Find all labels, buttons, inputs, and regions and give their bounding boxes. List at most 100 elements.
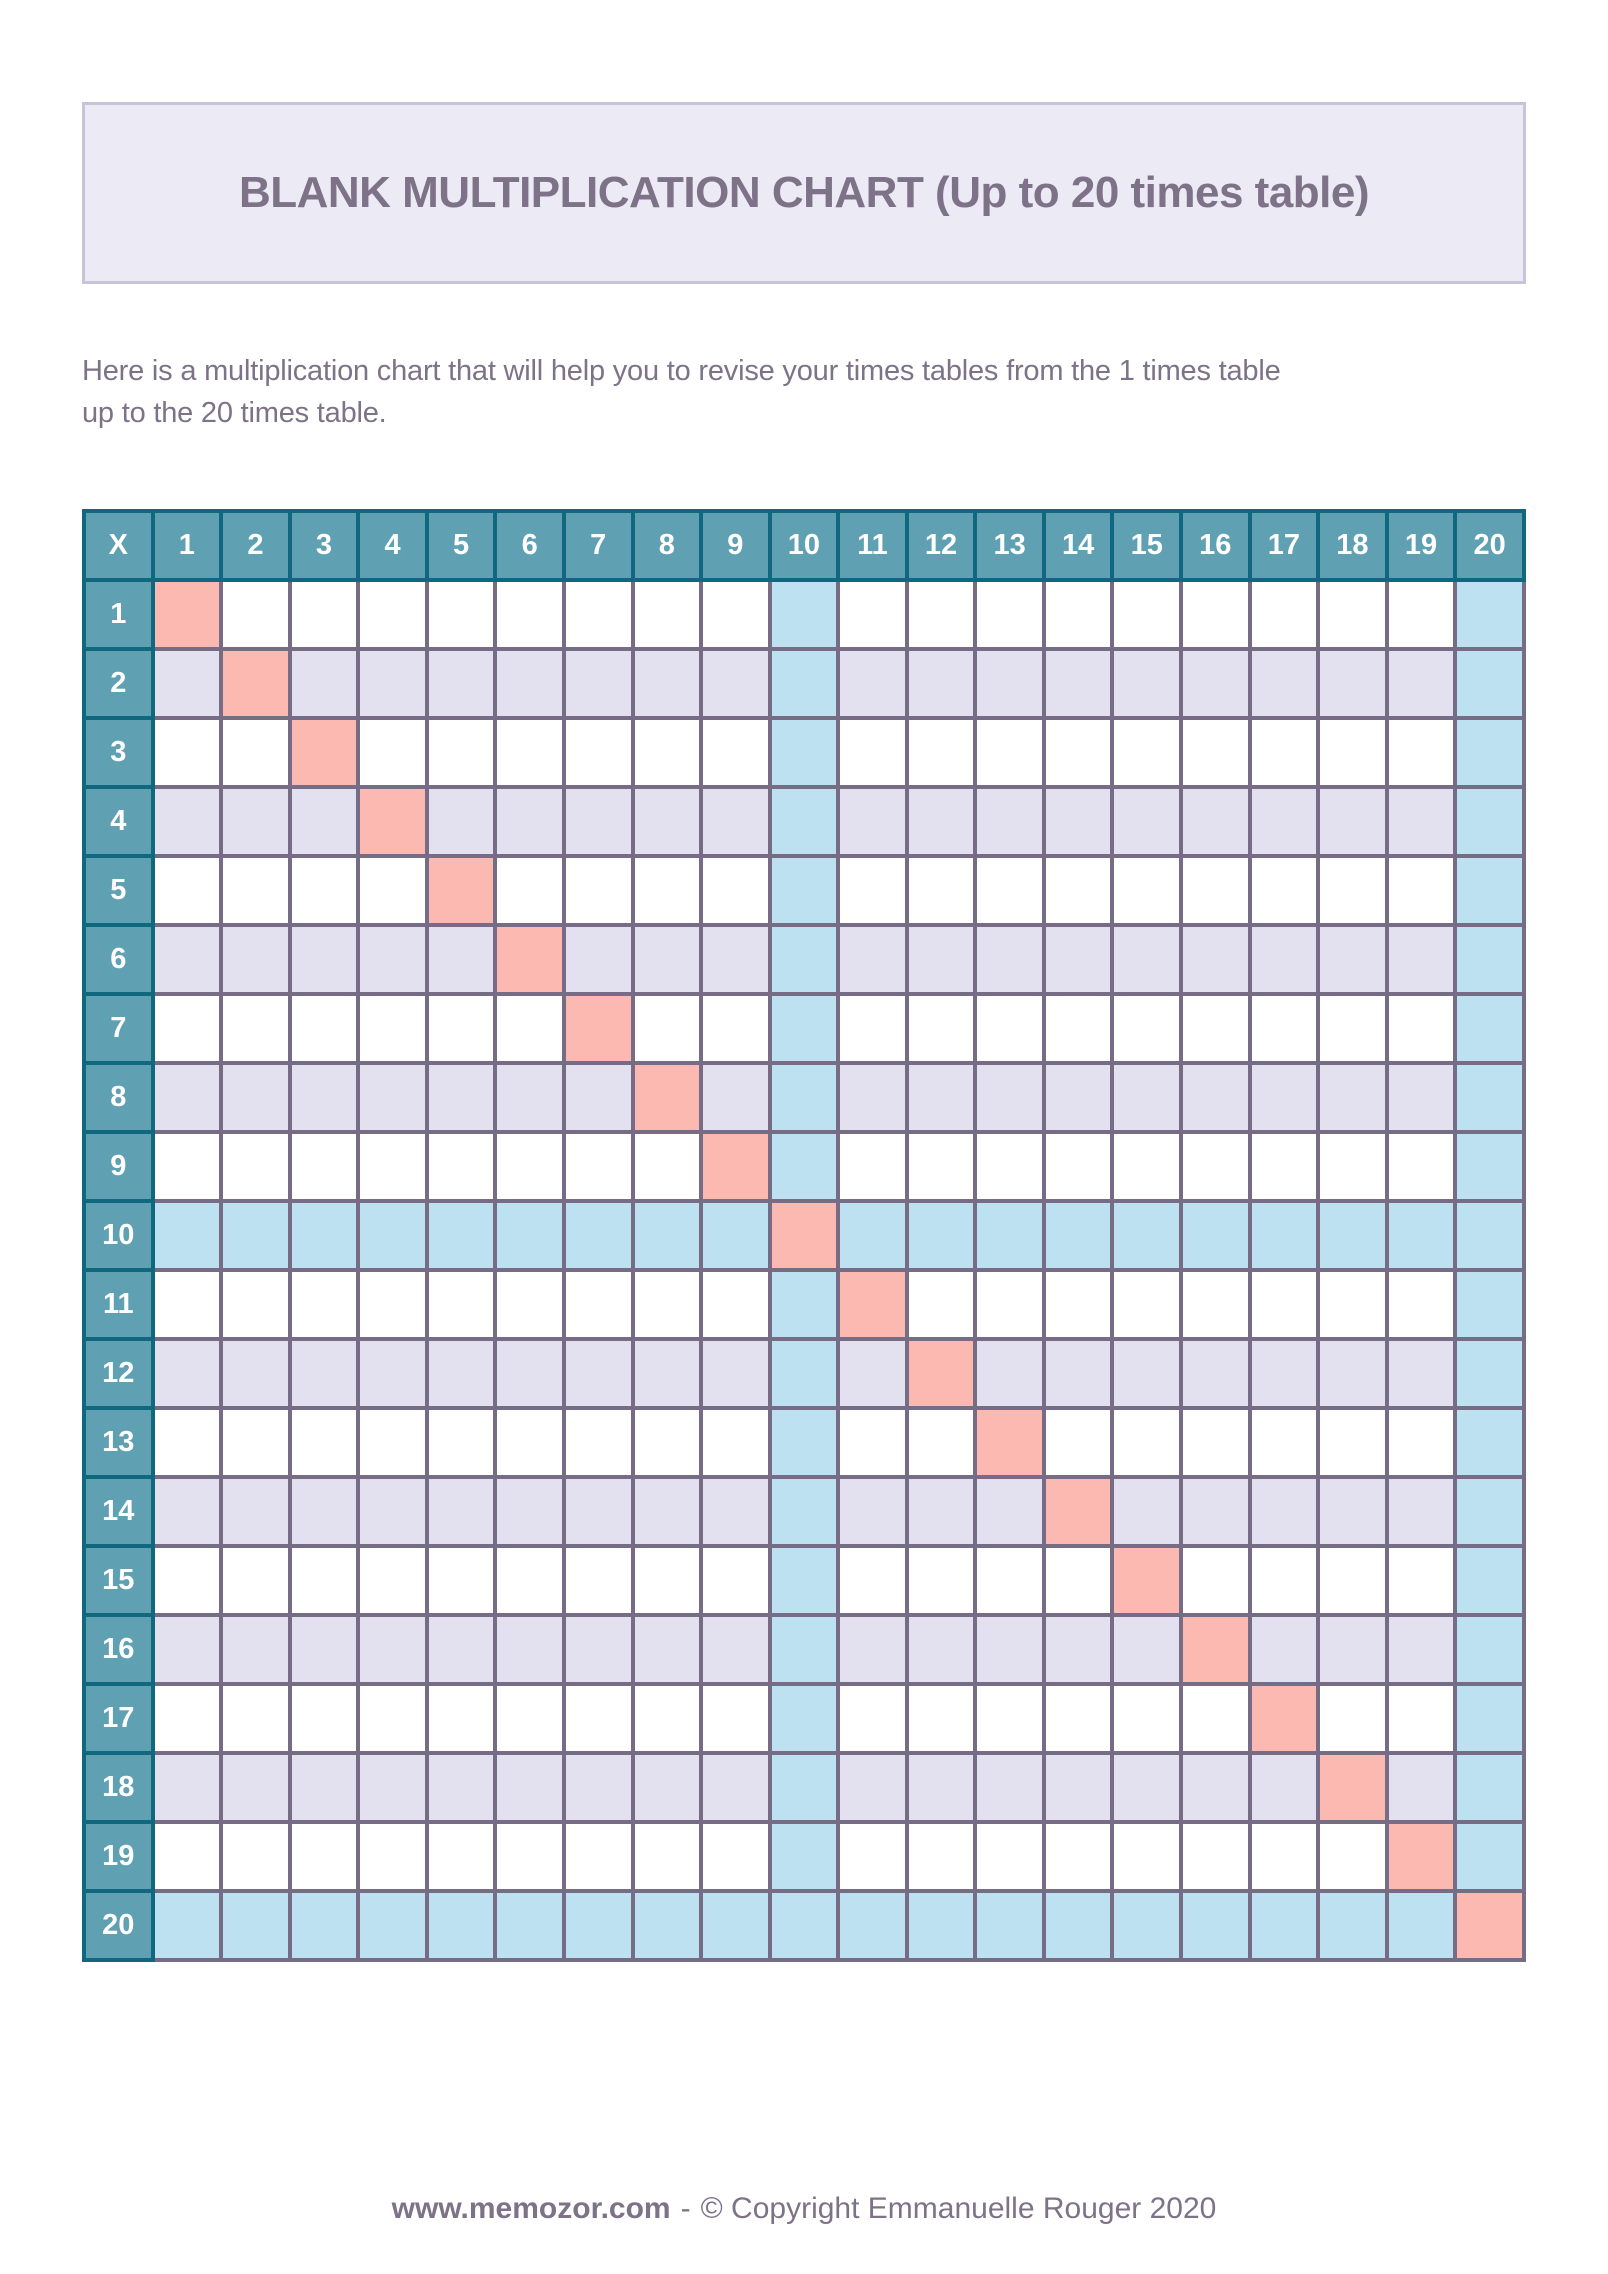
grid-cell-18x2 — [219, 1750, 292, 1824]
grid-cell-10x14 — [1041, 1198, 1115, 1272]
column-header-18: 18 — [1316, 508, 1389, 582]
grid-cell-1x18 — [1316, 577, 1389, 651]
row-header-13: 13 — [82, 1405, 155, 1479]
grid-cell-7x11 — [836, 991, 909, 1065]
grid-cell-3x13 — [973, 715, 1046, 789]
grid-cell-1x13 — [973, 577, 1046, 651]
grid-cell-2x6 — [493, 646, 566, 720]
grid-cell-17x7 — [561, 1681, 635, 1755]
column-header-8: 8 — [630, 508, 704, 582]
grid-cell-6x5 — [424, 922, 498, 996]
row-header-18: 18 — [82, 1750, 155, 1824]
grid-cell-12x14 — [1041, 1336, 1115, 1410]
grid-cell-18x12 — [904, 1750, 978, 1824]
grid-cell-3x14 — [1041, 715, 1115, 789]
grid-cell-1x7 — [561, 577, 635, 651]
grid-cell-5x1 — [150, 853, 224, 927]
grid-cell-4x12 — [904, 784, 978, 858]
grid-cell-9x4 — [356, 1129, 429, 1203]
grid-cell-3x16 — [1179, 715, 1252, 789]
grid-cell-16x5 — [424, 1612, 498, 1686]
site-name: www.memozor.com — [391, 2191, 671, 2225]
grid-cell-10x6 — [493, 1198, 566, 1272]
grid-cell-4x7 — [561, 784, 635, 858]
grid-cell-11x8 — [630, 1267, 704, 1341]
grid-cell-1x8 — [630, 577, 704, 651]
grid-cell-11x10 — [767, 1267, 841, 1341]
title-box: BLANK MULTIPLICATION CHART (Up to 20 tim… — [82, 102, 1526, 284]
column-header-14: 14 — [1041, 508, 1115, 582]
grid-cell-6x14 — [1041, 922, 1115, 996]
grid-cell-11x19 — [1384, 1267, 1458, 1341]
grid-cell-18x8 — [630, 1750, 704, 1824]
grid-cell-7x18 — [1316, 991, 1389, 1065]
grid-cell-9x10 — [767, 1129, 841, 1203]
row-header-3: 3 — [82, 715, 155, 789]
grid-cell-14x4 — [356, 1474, 429, 1548]
grid-cell-5x13 — [973, 853, 1046, 927]
grid-cell-8x15 — [1110, 1060, 1183, 1134]
grid-cell-8x7 — [561, 1060, 635, 1134]
grid-cell-2x4 — [356, 646, 429, 720]
grid-cell-8x13 — [973, 1060, 1046, 1134]
grid-cell-15x11 — [836, 1543, 909, 1617]
grid-cell-18x9 — [699, 1750, 772, 1824]
grid-cell-10x12 — [904, 1198, 978, 1272]
grid-cell-5x18 — [1316, 853, 1389, 927]
grid-cell-7x17 — [1247, 991, 1321, 1065]
grid-cell-7x2 — [219, 991, 292, 1065]
grid-cell-14x14 — [1041, 1474, 1115, 1548]
grid-cell-11x11 — [836, 1267, 909, 1341]
grid-cell-19x3 — [287, 1819, 361, 1893]
grid-cell-9x1 — [150, 1129, 224, 1203]
grid-cell-7x13 — [973, 991, 1046, 1065]
grid-cell-11x7 — [561, 1267, 635, 1341]
grid-cell-17x18 — [1316, 1681, 1389, 1755]
grid-cell-15x3 — [287, 1543, 361, 1617]
grid-cell-20x8 — [630, 1888, 704, 1962]
grid-cell-13x15 — [1110, 1405, 1183, 1479]
grid-cell-17x16 — [1179, 1681, 1252, 1755]
grid-cell-9x11 — [836, 1129, 909, 1203]
grid-cell-20x14 — [1041, 1888, 1115, 1962]
grid-cell-6x7 — [561, 922, 635, 996]
grid-cell-20x4 — [356, 1888, 429, 1962]
grid-cell-4x8 — [630, 784, 704, 858]
grid-cell-15x1 — [150, 1543, 224, 1617]
row-header-6: 6 — [82, 922, 155, 996]
grid-cell-19x2 — [219, 1819, 292, 1893]
grid-cell-7x16 — [1179, 991, 1252, 1065]
grid-cell-11x2 — [219, 1267, 292, 1341]
grid-cell-17x11 — [836, 1681, 909, 1755]
row-header-8: 8 — [82, 1060, 155, 1134]
grid-cell-3x4 — [356, 715, 429, 789]
grid-cell-11x15 — [1110, 1267, 1183, 1341]
row-header-10: 10 — [82, 1198, 155, 1272]
row-header-17: 17 — [82, 1681, 155, 1755]
grid-cell-18x1 — [150, 1750, 224, 1824]
grid-cell-13x3 — [287, 1405, 361, 1479]
grid-cell-13x1 — [150, 1405, 224, 1479]
grid-cell-5x9 — [699, 853, 772, 927]
grid-cell-2x8 — [630, 646, 704, 720]
grid-cell-14x10 — [767, 1474, 841, 1548]
grid-cell-2x10 — [767, 646, 841, 720]
grid-cell-1x6 — [493, 577, 566, 651]
grid-cell-20x13 — [973, 1888, 1046, 1962]
grid-cell-1x15 — [1110, 577, 1183, 651]
grid-cell-14x5 — [424, 1474, 498, 1548]
intro-text: Here is a multiplication chart that will… — [82, 350, 1526, 435]
grid-cell-8x17 — [1247, 1060, 1321, 1134]
grid-cell-17x1 — [150, 1681, 224, 1755]
grid-cell-13x16 — [1179, 1405, 1252, 1479]
grid-cell-1x12 — [904, 577, 978, 651]
grid-cell-17x5 — [424, 1681, 498, 1755]
grid-cell-12x1 — [150, 1336, 224, 1410]
grid-cell-13x20 — [1453, 1405, 1526, 1479]
grid-cell-5x8 — [630, 853, 704, 927]
grid-cell-6x16 — [1179, 922, 1252, 996]
grid-cell-11x6 — [493, 1267, 566, 1341]
grid-cell-15x13 — [973, 1543, 1046, 1617]
grid-cell-12x7 — [561, 1336, 635, 1410]
grid-cell-13x19 — [1384, 1405, 1458, 1479]
